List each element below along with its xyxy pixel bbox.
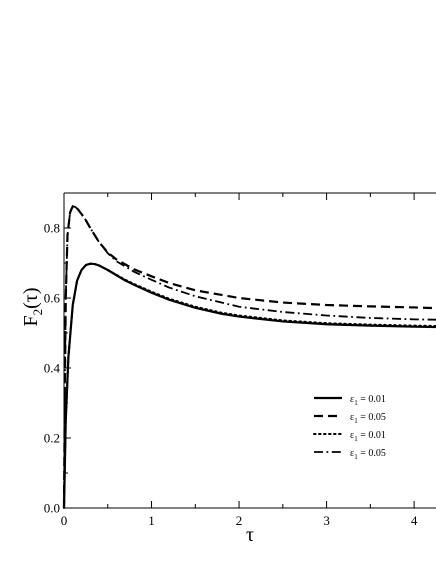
x-axis-label: τ bbox=[246, 524, 254, 546]
legend: ε1 = 0.01 ε1 = 0.05 ε1 = 0.01 ε1 = 0.05 bbox=[313, 394, 386, 461]
series-line-4 bbox=[63, 205, 436, 509]
y-axis-label-suffix: (τ) bbox=[20, 288, 42, 309]
plot-frame bbox=[63, 192, 436, 509]
x-tick-label: 2 bbox=[236, 513, 243, 528]
y-axis-label-main: F bbox=[20, 315, 42, 326]
series-line-2 bbox=[62, 205, 436, 509]
x-tick-label: 0 bbox=[61, 513, 68, 528]
x-tick-label: 3 bbox=[323, 513, 330, 528]
y-tick-label: 0.8 bbox=[44, 221, 60, 236]
x-axis: 0 1 2 3 4 bbox=[61, 193, 418, 528]
y-tick-label: 0.0 bbox=[44, 501, 60, 516]
y-tick-label: 0.6 bbox=[44, 291, 61, 306]
legend-label-4: ε1 = 0.05 bbox=[350, 448, 386, 461]
series-line-1 bbox=[62, 262, 436, 509]
legend-label-1: ε1 = 0.01 bbox=[350, 394, 386, 407]
series-line-3 bbox=[63, 262, 436, 509]
x-tick-label: 1 bbox=[148, 513, 155, 528]
legend-label-2: ε1 = 0.05 bbox=[350, 412, 386, 425]
y-axis: 0.0 0.2 0.4 0.6 0.8 bbox=[44, 192, 71, 516]
x-tick-label: 4 bbox=[411, 513, 418, 528]
y-tick-label: 0.4 bbox=[44, 361, 61, 376]
y-tick-label: 0.2 bbox=[44, 431, 60, 446]
y-axis-label-sub: 2 bbox=[30, 309, 45, 316]
y-axis-label: F2(τ) bbox=[20, 288, 45, 327]
legend-label-3: ε1 = 0.01 bbox=[350, 430, 386, 443]
series-group bbox=[62, 205, 436, 509]
